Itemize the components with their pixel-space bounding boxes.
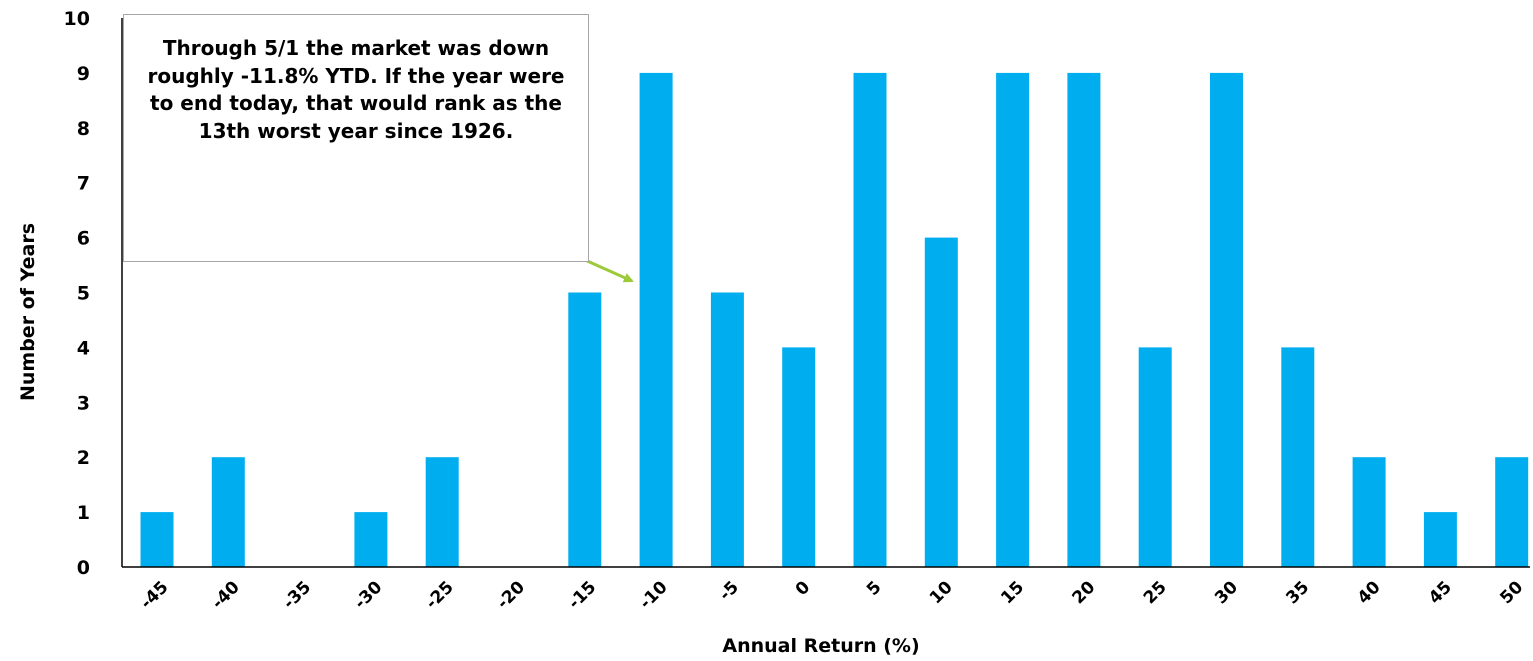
bar-30: [1210, 72, 1243, 568]
bar--10: [639, 72, 673, 568]
x-tick-label--25: -25: [422, 577, 458, 613]
y-tick-label-10: 10: [64, 8, 90, 30]
x-tick-label--15: -15: [564, 577, 600, 613]
x-tick-label--40: -40: [208, 577, 244, 613]
y-tick-label-3: 3: [77, 392, 90, 414]
bar-45: [1423, 512, 1457, 567]
x-tick-label--5: -5: [715, 577, 742, 604]
x-tick-label--10: -10: [636, 577, 672, 613]
y-tick-label-5: 5: [77, 283, 90, 305]
y-tick-label-1: 1: [77, 502, 90, 524]
y-tick-label-2: 2: [77, 447, 90, 469]
y-tick-label-7: 7: [77, 173, 90, 195]
x-tick-label-50: 50: [1496, 577, 1527, 608]
y-tick-label-9: 9: [77, 63, 90, 85]
bar--15: [568, 292, 602, 567]
x-tick-label-45: 45: [1425, 577, 1456, 608]
bar--45: [140, 512, 174, 567]
bar-40: [1352, 457, 1386, 567]
bar--40: [211, 457, 245, 567]
x-tick-label--20: -20: [493, 577, 529, 613]
bar--5: [710, 292, 744, 567]
bar-35: [1281, 347, 1315, 567]
x-tick-label-30: 30: [1211, 577, 1242, 608]
bar-10: [924, 237, 958, 567]
bar-20: [1067, 72, 1101, 568]
y-axis-title: Number of Years: [17, 223, 39, 401]
bars-group: [140, 72, 1529, 568]
y-tick-label-6: 6: [77, 228, 90, 250]
bar-15: [996, 72, 1030, 568]
x-tick-labels: -45 -40 -35 -30 -25 -20 -15 -10 -5 0 5 10 15 20 25 30 35…: [137, 577, 1528, 613]
y-tick-labels: 0 1 2 3 4 5 6 7 8 9 10: [64, 8, 90, 579]
annotation-text: Through 5/1 the market was down roughly …: [147, 36, 565, 143]
bar-25: [1138, 347, 1172, 567]
bar--25: [425, 457, 459, 567]
bar-0: [782, 347, 816, 567]
x-tick-label--30: -30: [351, 577, 387, 613]
y-tick-label-4: 4: [77, 337, 90, 359]
x-tick-label-0: 0: [792, 577, 815, 600]
annotation-box: Through 5/1 the market was down roughly …: [123, 14, 589, 262]
y-tick-label-8: 8: [77, 118, 90, 140]
bar-50: [1495, 457, 1529, 567]
y-tick-label-0: 0: [77, 557, 90, 579]
bar-5: [853, 72, 887, 568]
x-tick-label-25: 25: [1140, 577, 1171, 608]
x-axis-title: Annual Return (%): [722, 635, 919, 657]
x-tick-label-10: 10: [926, 577, 957, 608]
x-tick-label--35: -35: [279, 577, 315, 613]
x-tick-label-40: 40: [1354, 577, 1385, 608]
x-tick-label-5: 5: [863, 577, 886, 600]
x-tick-label-35: 35: [1282, 577, 1313, 608]
x-tick-label-15: 15: [997, 577, 1028, 608]
bar--30: [354, 512, 388, 567]
x-tick-label--45: -45: [137, 577, 173, 613]
x-tick-label-20: 20: [1069, 577, 1100, 608]
